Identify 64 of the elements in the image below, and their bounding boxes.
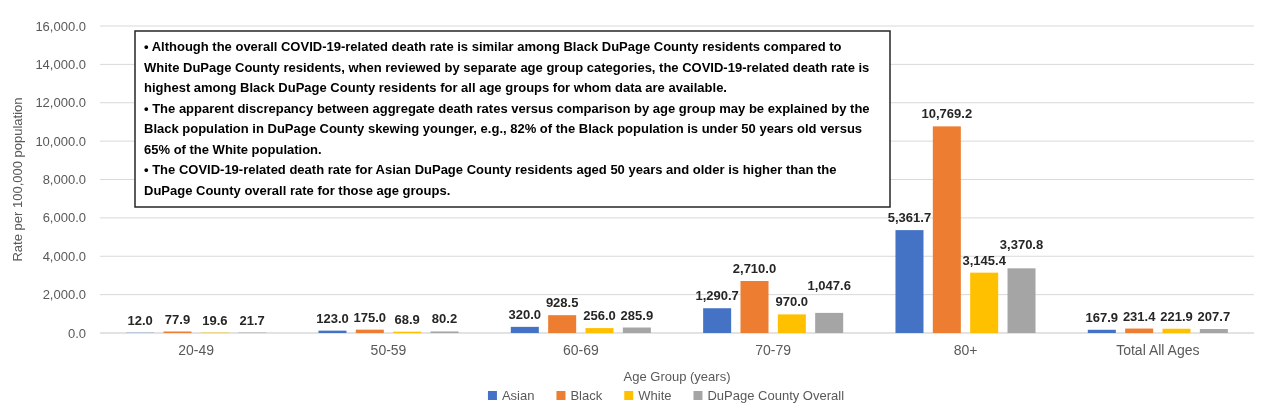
data-label: 19.6 bbox=[202, 312, 228, 328]
annotation: • Although the overall COVID-19-related death rate is similar among Black DuPage County residents compared to White DuPage County residents, when reviewed by separate age group categories, the COVID-19-related death rate is highest among Black DuPage County residents for all age groups for whom data are available. bbox=[144, 39, 870, 95]
y-tick-label: 12,000.0 bbox=[35, 95, 86, 111]
legend-label: DuPage County Overall bbox=[707, 388, 845, 403]
bar bbox=[895, 230, 924, 333]
data-label: 320.0 bbox=[508, 306, 542, 322]
annotation: • The COVID-19-related death rate for Asian DuPage County residents aged 50 years and older is higher than the DuPage County overall rate for those age groups. bbox=[144, 162, 837, 198]
bar bbox=[510, 326, 539, 333]
data-label: 21.7 bbox=[239, 312, 265, 328]
bar bbox=[740, 281, 769, 333]
data-label: 175.0 bbox=[353, 309, 387, 325]
data-label: 1,047.6 bbox=[807, 278, 851, 294]
data-label: 80.2 bbox=[431, 311, 458, 327]
bar bbox=[777, 314, 806, 333]
x-tick-label: 60-69 bbox=[562, 342, 599, 358]
data-label: 2,710.0 bbox=[732, 261, 777, 276]
data-label: 256.0 bbox=[583, 308, 616, 324]
bar bbox=[1199, 329, 1228, 333]
bar bbox=[622, 327, 651, 333]
data-label: 285.9 bbox=[620, 307, 654, 323]
data-label: 5,361.7 bbox=[887, 210, 932, 226]
x-axis-title: Age Group (years) bbox=[623, 369, 731, 384]
data-label: 970.0 bbox=[775, 294, 809, 310]
x-tick-label: 80+ bbox=[953, 342, 978, 358]
data-label: 3,370.8 bbox=[999, 236, 1044, 252]
y-tick-label: 4,000.0 bbox=[42, 248, 86, 264]
data-label: 167.9 bbox=[1085, 309, 1119, 325]
data-label: 928.5 bbox=[545, 295, 579, 311]
y-tick-label: 6,000.0 bbox=[42, 210, 86, 226]
data-label: 3,145.4 bbox=[962, 252, 1007, 268]
bar bbox=[1125, 328, 1154, 333]
y-tick-label: 10,000.0 bbox=[35, 133, 86, 149]
x-tick-label: 70-79 bbox=[755, 342, 792, 358]
bar bbox=[970, 272, 999, 333]
bar bbox=[585, 328, 614, 333]
bar bbox=[1087, 329, 1116, 333]
legend-label: Asian bbox=[501, 388, 535, 403]
x-tick-label: 20-49 bbox=[178, 342, 215, 358]
data-label: 123.0 bbox=[316, 310, 349, 326]
bar bbox=[932, 126, 961, 333]
legend-label: Black bbox=[570, 388, 603, 403]
y-tick-label: 16,000.0 bbox=[35, 18, 86, 34]
y-tick-label: 0.0 bbox=[67, 325, 86, 341]
data-label: 10,769.2 bbox=[921, 106, 973, 122]
data-label: 77.9 bbox=[164, 311, 191, 327]
y-tick-label: 8,000.0 bbox=[42, 172, 86, 188]
bar bbox=[1162, 328, 1191, 333]
y-tick-label: 2,000.0 bbox=[42, 287, 86, 303]
data-label: 68.9 bbox=[394, 311, 420, 327]
x-tick-label: Total All Ages bbox=[1116, 342, 1200, 358]
annotation: • The apparent discrepancy between aggregate death rates versus comparison by age group may be explained by the Black population in DuPage County skewing younger, e.g., 82% of the Black population is under 50 years old versus 65% of the White population. bbox=[144, 100, 870, 157]
y-axis-title: Rate per 100,000 population bbox=[10, 97, 25, 262]
data-label: 231.4 bbox=[1122, 308, 1157, 324]
bar bbox=[703, 308, 732, 333]
bar bbox=[548, 315, 577, 333]
x-tick-label: 50-59 bbox=[370, 342, 407, 358]
legend-label: White bbox=[638, 388, 672, 403]
bar bbox=[815, 312, 844, 333]
data-label: 12.0 bbox=[127, 312, 153, 328]
y-tick-label: 14,000.0 bbox=[35, 56, 86, 72]
data-label: 1,290.7 bbox=[695, 288, 739, 304]
data-label: 207.7 bbox=[1197, 309, 1231, 325]
bar bbox=[1007, 268, 1036, 333]
data-label: 221.9 bbox=[1160, 308, 1193, 324]
